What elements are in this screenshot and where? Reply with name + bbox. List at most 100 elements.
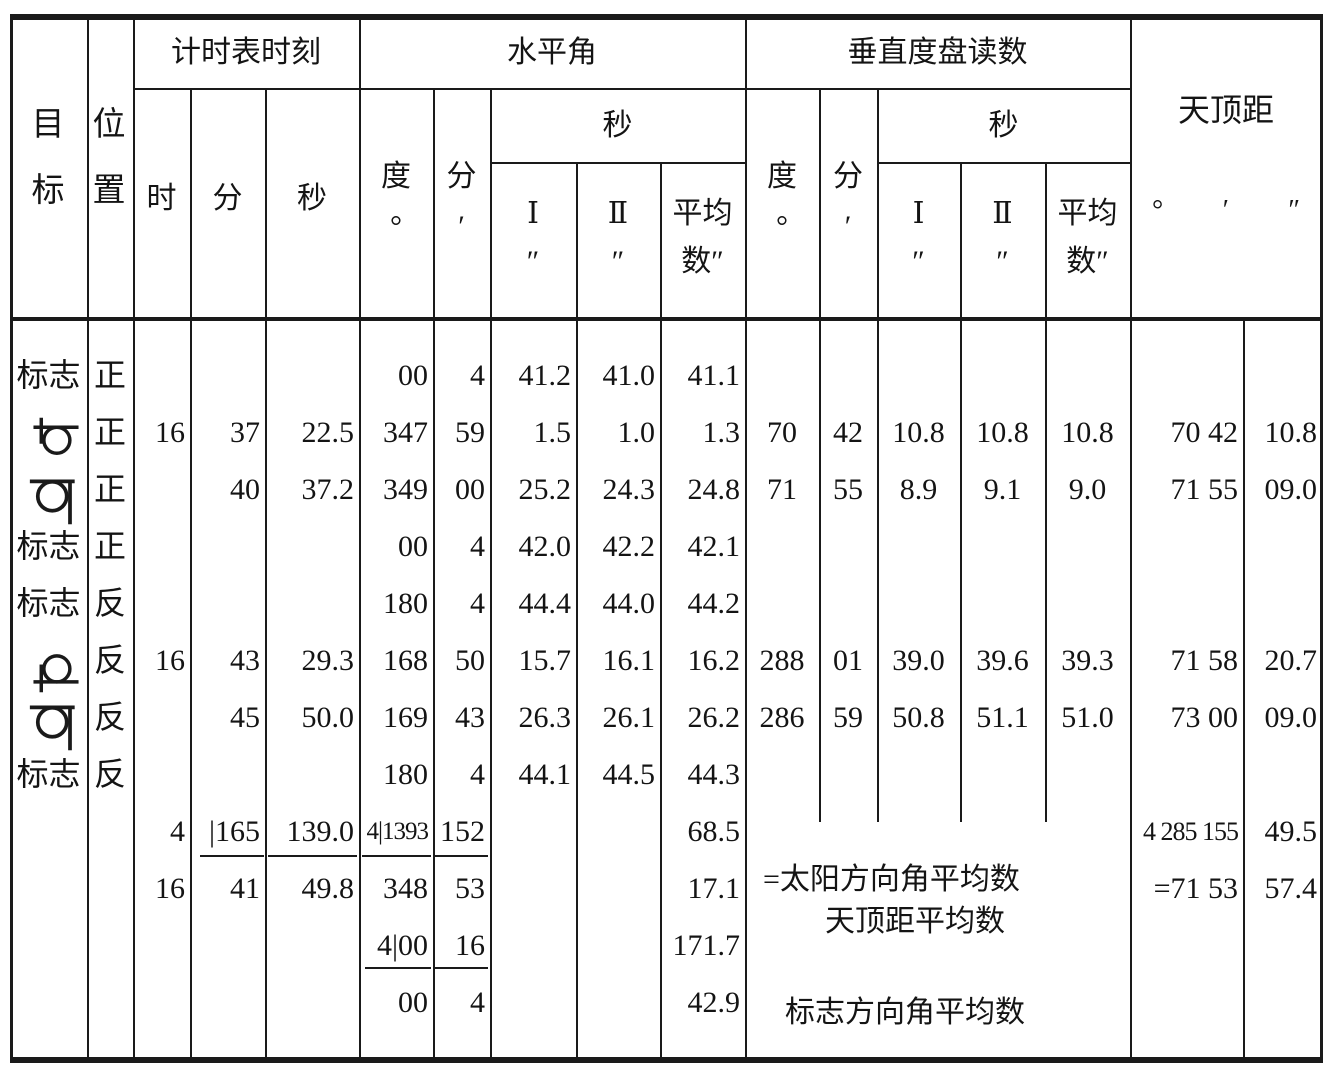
cell-havg: 1.3 bbox=[702, 416, 741, 449]
sum-hdeg: 348 bbox=[383, 872, 428, 905]
cell-zenith-s: 09.0 bbox=[1264, 701, 1318, 734]
sum-hmin-dividend: 16 bbox=[455, 929, 485, 962]
grid-line bbox=[576, 163, 578, 1060]
cell-vavg: 39.3 bbox=[1061, 644, 1114, 677]
cell-havg: 42.1 bbox=[687, 530, 741, 563]
double-prime-symbol: ″ bbox=[1288, 195, 1300, 226]
sun-limb-top-right-corner-icon bbox=[29, 705, 75, 751]
header-target: 目标 bbox=[31, 107, 65, 209]
header-h-average: 平均 数″ bbox=[672, 197, 733, 278]
cell-zenith-dm: 70 42 bbox=[1170, 416, 1239, 449]
cell-vII: 39.6 bbox=[976, 644, 1029, 677]
cell-vII: 9.1 bbox=[983, 473, 1022, 506]
cell-hour: 16 bbox=[155, 644, 185, 677]
cell-position: 反 bbox=[93, 756, 126, 792]
grid-line bbox=[133, 17, 135, 1060]
sum-havg: 171.7 bbox=[672, 929, 741, 962]
header-v-roman1: Ⅰ ″ bbox=[912, 197, 925, 278]
cell-vavg: 51.0 bbox=[1061, 701, 1114, 734]
cell-hI: 25.2 bbox=[518, 473, 572, 506]
grid-line-stub bbox=[960, 163, 962, 822]
header-hour: 时 bbox=[146, 182, 177, 215]
cell-vmin: 59 bbox=[833, 701, 863, 734]
sum-hdeg-dividend: 4|00 bbox=[376, 929, 428, 962]
division-rule bbox=[365, 967, 431, 969]
cell-havg: 44.2 bbox=[687, 587, 741, 620]
grid-line bbox=[190, 89, 192, 1060]
header-vmin: 分 ′ bbox=[833, 160, 863, 243]
grid-line bbox=[87, 17, 89, 1060]
sum-hdeg: 00 bbox=[398, 986, 428, 1019]
cell-second: 22.5 bbox=[301, 416, 355, 449]
prime-symbol: ′ bbox=[1222, 195, 1229, 226]
grid-line bbox=[745, 17, 747, 1060]
header-hdeg: 度 ° bbox=[381, 160, 411, 243]
cell-hmin: 4 bbox=[470, 758, 485, 791]
header-second: 秒 bbox=[297, 182, 327, 215]
cell-hII: 42.2 bbox=[602, 530, 656, 563]
table-right-border bbox=[1320, 14, 1323, 1063]
sum-hour: 16 bbox=[155, 872, 185, 905]
cell-hmin: 4 bbox=[470, 587, 485, 620]
zenith-divider bbox=[1243, 318, 1245, 1060]
cell-hI: 42.0 bbox=[518, 530, 572, 563]
cell-position: 正 bbox=[93, 357, 126, 393]
cell-hour: 16 bbox=[155, 416, 185, 449]
sec-subheader-rule-vertical bbox=[877, 162, 1130, 164]
cell-vdeg: 286 bbox=[759, 701, 805, 734]
summary-note-mark-azimuth-average: 标志方向角平均数 bbox=[785, 996, 1025, 1029]
division-rule bbox=[435, 967, 488, 969]
cell-hI: 41.2 bbox=[518, 359, 572, 392]
cell-hdeg: 00 bbox=[398, 530, 428, 563]
division-rule bbox=[268, 855, 357, 857]
cell-hII: 44.0 bbox=[602, 587, 656, 620]
cell-second: 50.0 bbox=[301, 701, 355, 734]
cell-hdeg: 180 bbox=[383, 758, 428, 791]
header-hsec-group: 秒 bbox=[602, 109, 633, 142]
cell-zenith-dm: 73 00 bbox=[1170, 701, 1239, 734]
grid-line bbox=[1130, 17, 1132, 1060]
cell-position: 反 bbox=[93, 699, 126, 735]
sun-limb-top-right-corner-icon bbox=[29, 479, 75, 525]
header-minute: 分 bbox=[212, 182, 243, 215]
grid-line bbox=[359, 17, 361, 1060]
cell-vdeg: 71 bbox=[767, 473, 797, 506]
cell-hdeg: 00 bbox=[398, 359, 428, 392]
division-rule bbox=[200, 855, 264, 857]
cell-target: 标志 bbox=[16, 756, 81, 792]
table-top-border bbox=[10, 14, 1323, 20]
cell-target: 标志 bbox=[16, 528, 81, 564]
cell-hII: 16.1 bbox=[602, 644, 656, 677]
cell-hII: 24.3 bbox=[602, 473, 656, 506]
cell-hII: 26.1 bbox=[602, 701, 656, 734]
summary-note-sun-azimuth-average: =太阳方向角平均数 bbox=[763, 863, 1020, 896]
table-bottom-border bbox=[10, 1057, 1323, 1063]
sum-zenith-s: 49.5 bbox=[1264, 815, 1318, 848]
division-rule bbox=[362, 855, 431, 857]
sum-minute-dividend: |165 bbox=[208, 815, 260, 848]
cell-hmin: 43 bbox=[455, 701, 485, 734]
grid-line-stub bbox=[1045, 163, 1047, 822]
table-left-border bbox=[10, 14, 13, 1063]
cell-vavg: 10.8 bbox=[1061, 416, 1114, 449]
division-rule bbox=[435, 855, 488, 857]
cell-hI: 44.4 bbox=[518, 587, 572, 620]
header-vertical-circle: 垂直度盘读数 bbox=[847, 36, 1028, 69]
cell-target: 标志 bbox=[16, 585, 81, 621]
grid-line-stub bbox=[819, 89, 821, 822]
sum-zenith-dm: 4 285 155 bbox=[1143, 817, 1239, 846]
cell-hII: 44.5 bbox=[602, 758, 656, 791]
header-position: 位置 bbox=[92, 107, 126, 209]
cell-vavg: 9.0 bbox=[1068, 473, 1107, 506]
cell-vII: 51.1 bbox=[976, 701, 1029, 734]
cell-hdeg: 180 bbox=[383, 587, 428, 620]
sum-zenith-dm: =71 53 bbox=[1153, 872, 1238, 905]
cell-havg: 41.1 bbox=[687, 359, 741, 392]
header-h-roman1: Ⅰ ″ bbox=[526, 197, 540, 278]
cell-hII: 1.0 bbox=[617, 416, 656, 449]
cell-hdeg: 168 bbox=[383, 644, 428, 677]
cell-vmin: 55 bbox=[833, 473, 863, 506]
cell-vdeg: 70 bbox=[767, 416, 797, 449]
cell-minute: 37 bbox=[230, 416, 260, 449]
